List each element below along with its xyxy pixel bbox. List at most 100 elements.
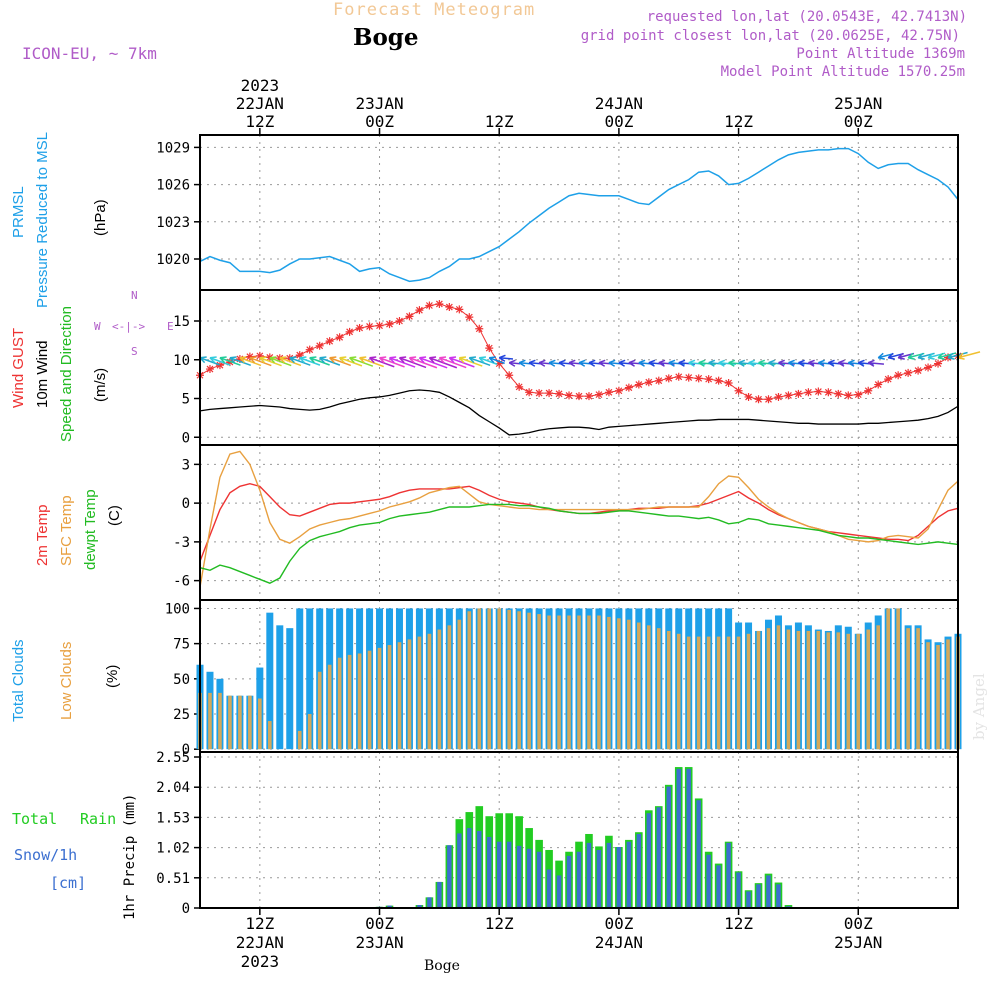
top-zulu-label: 00Z — [844, 112, 873, 131]
gust-marker — [255, 351, 264, 360]
snow-bar — [586, 842, 592, 908]
low-cloud-bar — [676, 633, 681, 750]
top-date-label: 22JAN — [236, 94, 284, 113]
wind-arrow-head — [369, 356, 377, 364]
gust-marker — [904, 368, 913, 377]
gust-marker — [624, 383, 633, 392]
y-tick-label: 75 — [173, 637, 190, 653]
low-cloud-bar — [567, 615, 571, 750]
wind-gust-line — [199, 303, 959, 400]
snow-bar — [696, 800, 701, 908]
grid-point-coords: grid point closest lon,lat (20.0625E, 42… — [580, 28, 960, 44]
wind-direction-arrow — [868, 362, 885, 365]
snow-bar — [576, 851, 582, 908]
y-tick-label: 0 — [182, 742, 190, 758]
wind-arrow-head — [688, 359, 696, 367]
wind-direction-arrow — [199, 357, 220, 366]
panel-frame — [199, 289, 959, 446]
compass-north: N — [131, 289, 138, 302]
wind-direction-arrow — [389, 357, 416, 368]
low-cloud-bar — [696, 636, 701, 750]
y-tick-label: 10 — [173, 353, 190, 369]
snow-bar — [546, 869, 552, 908]
gust-marker — [914, 366, 923, 375]
low-cloud-bar — [447, 625, 452, 750]
total-cloud-bar — [286, 628, 294, 750]
snow-bar — [756, 884, 761, 908]
wind-arrow-head — [778, 359, 785, 367]
snow-bar — [676, 768, 681, 908]
wind-direction-arrow — [688, 362, 706, 365]
precip-rain-label: Rain — [80, 810, 117, 828]
wind-direction-arrow — [339, 357, 363, 367]
low-cloud-bar — [487, 608, 492, 750]
wind-arrow-head — [528, 359, 536, 367]
snow-bar — [606, 842, 612, 908]
wind-arrow-head — [498, 354, 506, 362]
low-cloud-bar — [846, 633, 851, 750]
wind-direction-arrow — [738, 362, 756, 366]
wind-direction-arrow — [279, 357, 302, 367]
low-cloud-bar — [926, 642, 930, 750]
wind-arrow-head — [768, 359, 776, 367]
wind-arrow-head — [628, 359, 636, 367]
low-cloud-bar — [906, 628, 910, 750]
y-tick-label: 25 — [173, 707, 190, 723]
low-cloud-bar — [796, 630, 801, 750]
y-tick-label: 0 — [182, 901, 190, 917]
gust-marker — [664, 374, 673, 383]
wind-arrow-head — [229, 356, 237, 364]
gust-marker — [525, 388, 534, 397]
wind-arrow-head — [329, 356, 337, 364]
wind-arrow-head — [309, 356, 317, 364]
gust-marker — [634, 380, 643, 389]
snow-bar — [766, 875, 771, 908]
wind-direction-arrow — [439, 357, 467, 369]
gust-marker — [565, 391, 574, 400]
wind-direction-arrow — [488, 357, 505, 365]
gust-marker — [654, 376, 663, 385]
gust-marker — [345, 327, 354, 336]
low-cloud-bar — [577, 615, 581, 750]
wind-arrow-head — [578, 359, 586, 367]
low-cloud-bar — [766, 628, 771, 750]
requested-coords: requested lon,lat (20.0543E, 42.7413N) — [646, 9, 967, 25]
wind-arrow-head — [907, 352, 915, 360]
precip-snow-label: Snow/1h — [14, 846, 78, 864]
snow-bar — [457, 833, 462, 908]
low-cloud-bar — [756, 630, 761, 750]
gust-marker — [475, 324, 484, 333]
wind-arrow-head — [748, 359, 756, 367]
low-cloud-bar — [437, 629, 442, 750]
low-cloud-bar — [776, 625, 781, 750]
compass-west: W — [94, 320, 101, 333]
temp-2m-line — [199, 483, 959, 562]
bottom-zulu-label: 00Z — [365, 914, 394, 933]
low-cloud-bar — [856, 633, 861, 750]
gust-marker — [704, 375, 713, 384]
wind-arrow-head — [428, 356, 437, 364]
wind-direction-arrow — [269, 357, 292, 367]
gust-marker — [215, 361, 224, 370]
bottom-zulu-label: 00Z — [844, 914, 873, 933]
wind-direction-arrow — [309, 357, 330, 366]
wind-arrow-head — [817, 359, 825, 367]
gust-marker — [445, 303, 454, 312]
snow-bar — [417, 905, 422, 908]
y-tick-label: 1023 — [156, 215, 190, 231]
snow-bar — [506, 841, 512, 908]
wind-arrow-head — [598, 359, 606, 367]
wind-arrow-head — [897, 352, 905, 360]
wind-arrow-head — [269, 356, 277, 364]
wind-arrow-head — [738, 359, 746, 367]
gust-marker — [395, 317, 404, 325]
gust-marker — [485, 344, 494, 353]
wind-direction-arrow — [369, 357, 395, 368]
low-cloud-bar — [946, 639, 950, 750]
wind-arrow-head — [289, 356, 297, 364]
snow-bar — [437, 881, 442, 908]
wind-arrow-head — [947, 352, 955, 360]
low-cloud-bar — [706, 636, 711, 750]
wind-direction-arrow — [449, 357, 475, 368]
low-cloud-bar — [268, 721, 272, 750]
